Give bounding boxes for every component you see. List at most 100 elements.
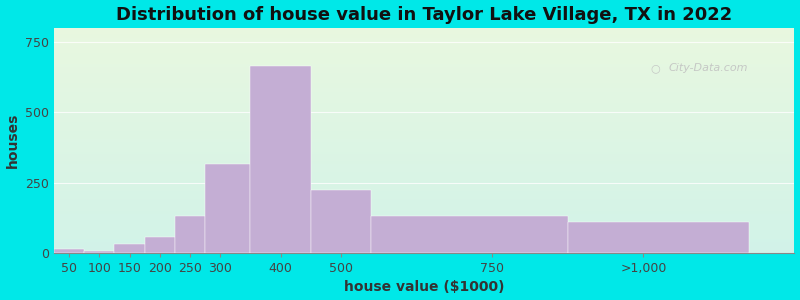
Bar	[54, 173, 794, 175]
Bar	[54, 31, 794, 32]
Bar	[54, 32, 794, 34]
Bar	[54, 139, 794, 140]
Bar	[54, 179, 794, 181]
Bar	[54, 112, 794, 113]
Bar	[54, 100, 794, 101]
Bar	[54, 82, 794, 83]
Bar	[54, 68, 794, 70]
Bar	[54, 227, 794, 229]
Bar	[54, 29, 794, 31]
Bar	[54, 167, 794, 169]
Bar	[54, 247, 794, 248]
Bar	[54, 232, 794, 233]
Bar	[54, 46, 794, 47]
Text: City-Data.com: City-Data.com	[669, 63, 748, 74]
Bar	[54, 202, 794, 203]
Bar	[54, 28, 794, 29]
Bar	[54, 214, 794, 215]
Bar	[54, 58, 794, 59]
Bar	[54, 200, 794, 202]
Bar	[54, 103, 794, 104]
Bar	[54, 53, 794, 55]
Bar	[54, 241, 794, 242]
Bar	[54, 94, 794, 95]
Bar	[54, 157, 794, 158]
Bar	[54, 190, 794, 191]
Bar	[54, 172, 794, 173]
Bar	[54, 229, 794, 230]
Bar	[54, 137, 794, 139]
Bar	[175, 216, 205, 253]
Bar	[54, 175, 794, 176]
Bar	[54, 83, 794, 85]
Bar	[54, 145, 794, 146]
Bar	[54, 217, 794, 218]
Bar	[54, 136, 794, 137]
Bar	[54, 89, 794, 91]
Bar	[114, 244, 145, 253]
Bar	[54, 41, 794, 43]
Bar	[54, 249, 84, 253]
Bar	[54, 242, 794, 244]
Bar	[54, 236, 794, 238]
Bar	[54, 209, 794, 211]
Bar	[54, 133, 794, 134]
Bar	[568, 222, 749, 253]
Bar	[54, 166, 794, 167]
Bar	[54, 85, 794, 86]
Bar	[54, 223, 794, 224]
Bar	[54, 49, 794, 50]
Bar	[54, 62, 794, 64]
Bar	[54, 43, 794, 44]
Bar	[54, 119, 794, 121]
Bar	[54, 113, 794, 115]
Bar	[54, 92, 794, 94]
Bar	[54, 116, 794, 118]
Bar	[54, 238, 794, 239]
Bar	[54, 230, 794, 232]
Bar	[54, 170, 794, 172]
Bar	[54, 245, 794, 247]
Bar	[54, 220, 794, 221]
Bar	[54, 122, 794, 124]
Bar	[54, 205, 794, 206]
Bar	[54, 148, 794, 149]
Bar	[54, 244, 794, 245]
Bar	[54, 61, 794, 62]
Bar	[54, 125, 794, 127]
Y-axis label: houses: houses	[6, 113, 19, 168]
Bar	[84, 251, 114, 253]
Bar	[54, 193, 794, 194]
Bar	[54, 158, 794, 160]
Bar	[54, 52, 794, 53]
Bar	[54, 161, 794, 163]
Bar	[54, 128, 794, 130]
Bar	[54, 248, 794, 250]
Bar	[54, 233, 794, 235]
Bar	[54, 239, 794, 241]
Bar	[54, 143, 794, 145]
Bar	[54, 127, 794, 128]
Bar	[54, 106, 794, 107]
Bar	[54, 251, 794, 253]
Bar	[54, 107, 794, 109]
Bar	[54, 235, 794, 236]
Bar	[54, 35, 794, 37]
Bar	[54, 146, 794, 148]
Bar	[54, 47, 794, 49]
Bar	[54, 196, 794, 197]
Bar	[54, 221, 794, 223]
Bar	[54, 124, 794, 125]
Bar	[54, 182, 794, 184]
Bar	[54, 152, 794, 154]
Bar	[54, 80, 794, 82]
Bar	[54, 208, 794, 209]
Bar	[54, 118, 794, 119]
Bar	[54, 76, 794, 77]
Bar	[54, 181, 794, 182]
Bar	[54, 134, 794, 136]
Bar	[54, 250, 794, 251]
Bar	[54, 218, 794, 220]
Bar	[54, 59, 794, 61]
Bar	[54, 91, 794, 92]
